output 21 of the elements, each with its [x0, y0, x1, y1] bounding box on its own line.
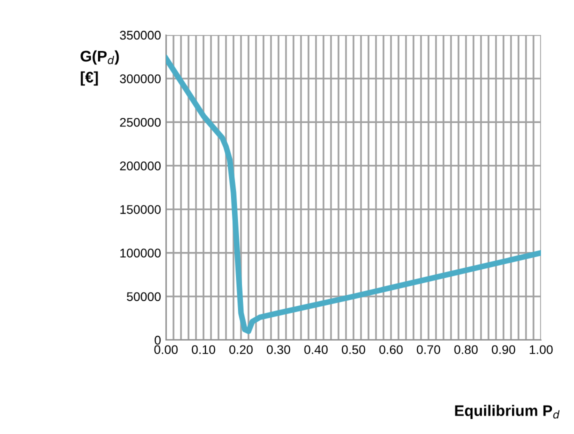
y-tick-label: 250000 [120, 118, 161, 127]
x-tick-label: 0.90 [492, 345, 516, 354]
x-tick-label: 0.30 [266, 345, 290, 354]
x-tick-label: 1.00 [530, 345, 553, 354]
y-tick-label: 150000 [120, 205, 161, 214]
x-tick-label: 0.80 [454, 345, 478, 354]
x-axis-title: Equilibrium P$_{d}$ [455, 404, 560, 420]
y-tick-label: 50000 [126, 292, 161, 302]
x-tick-label: 0.60 [379, 345, 403, 354]
x-tick-label: 0.70 [416, 345, 440, 354]
x-tick-label: 0.00 [154, 345, 178, 354]
y-tick-label: 100000 [120, 248, 161, 258]
x-tick-label: 0.50 [342, 345, 366, 354]
y-tick-label: 200000 [120, 162, 161, 170]
x-tick-label: 0.10 [192, 345, 216, 354]
x-tick-label: 0.40 [304, 345, 328, 354]
y-axis-title: G(P$_{d}$) [€] [80, 50, 119, 86]
y-tick-label: 0 [154, 336, 161, 345]
x-tick-label: 0.20 [229, 345, 253, 354]
y-tick-label: 350000 [120, 30, 161, 40]
y-tick-label: 300000 [120, 74, 161, 84]
